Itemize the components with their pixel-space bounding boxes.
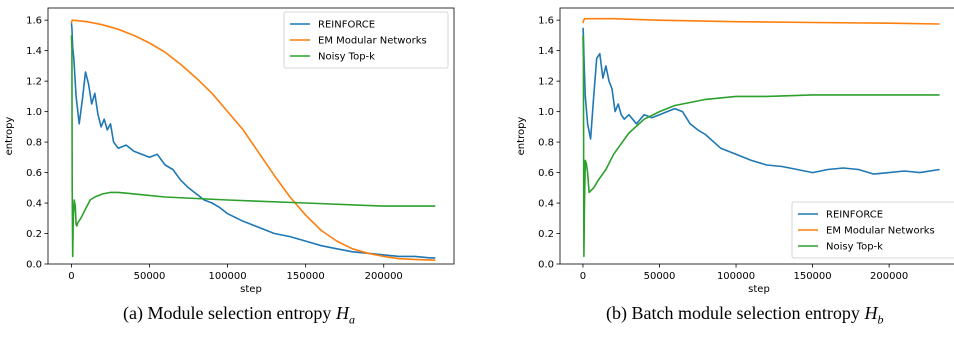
chart-panel-1: 0 50000 100000 150000 200000 0.0 0.2 0.4 0.6 0.8 1… — [516, 7, 954, 295]
caption-a: (a) Module selection entropy Ha — [123, 303, 355, 328]
caption-b-subscript: b — [877, 312, 884, 327]
x-axis-label: step — [748, 284, 770, 295]
legend-box — [283, 11, 449, 69]
y-tick-label: 0.0 — [538, 260, 554, 271]
legend: REINFORCE EM Modular Networks Noisy Top-k — [283, 11, 449, 69]
series-line-noisy-top-k — [582, 35, 940, 258]
legend-box — [791, 201, 954, 259]
y-tick-label: 1.4 — [26, 46, 42, 57]
x-tick-label: 150000 — [793, 271, 831, 282]
y-tick-label: 0.8 — [538, 138, 554, 149]
x-tick-label: 50000 — [134, 271, 166, 282]
legend-label: EM Modular Networks — [318, 36, 427, 47]
legend-label: EM Modular Networks — [826, 226, 935, 237]
y-tick-label: 0.4 — [538, 199, 554, 210]
series-group — [70, 19, 436, 261]
y-tick-label: 1.6 — [538, 16, 554, 27]
series-line-noisy-top-k — [70, 35, 436, 258]
caption-b: (b) Batch module selection entropy Hb — [606, 303, 883, 328]
y-tick-label: 0.6 — [538, 168, 554, 179]
y-tick-label: 0.2 — [538, 229, 554, 240]
x-tick-label: 200000 — [365, 271, 403, 282]
caption-a-subscript: a — [348, 312, 355, 327]
caption-a-text: (a) Module selection entropy — [123, 303, 332, 323]
y-tick-label: 0.2 — [26, 229, 42, 240]
y-tick-label: 0.6 — [26, 168, 42, 179]
y-axis-label: entropy — [516, 117, 527, 156]
series-line-reinforce — [70, 23, 436, 259]
series-line-em-modular-networks — [70, 19, 436, 261]
legend-label: Noisy Top-k — [826, 242, 883, 253]
series-line-reinforce — [582, 27, 940, 175]
x-tick-label: 200000 — [870, 271, 908, 282]
y-tick-label: 1.4 — [538, 46, 554, 57]
legend: REINFORCE EM Modular Networks Noisy Top-k — [791, 201, 954, 259]
charts-canvas: 0 50000 100000 150000 200000 0.0 0.2 0.4 0.6 0.8 1… — [4, 7, 954, 295]
plot-frame — [47, 7, 455, 265]
plot-frame — [559, 7, 954, 265]
series-group — [582, 17, 940, 258]
x-tick-label: 100000 — [208, 271, 246, 282]
chart-panel-0: 0 50000 100000 150000 200000 0.0 0.2 0.4 0.6 0.8 1… — [4, 7, 455, 295]
x-tick-label: 50000 — [644, 271, 676, 282]
y-tick-label: 0.0 — [26, 260, 42, 271]
y-tick-label: 0.8 — [26, 138, 42, 149]
x-tick-label: 100000 — [717, 271, 755, 282]
legend-label: REINFORCE — [826, 210, 883, 221]
legend-label: REINFORCE — [318, 20, 375, 31]
x-tick-label: 0 — [68, 271, 74, 282]
x-tick-label: 0 — [580, 271, 586, 282]
y-tick-label: 1.0 — [26, 107, 42, 118]
y-tick-label: 1.6 — [26, 16, 42, 27]
y-tick-label: 1.2 — [538, 77, 554, 88]
x-tick-label: 150000 — [287, 271, 325, 282]
y-tick-label: 1.0 — [538, 107, 554, 118]
x-axis-label: step — [240, 284, 262, 295]
caption-b-symbol: H — [864, 303, 878, 323]
series-line-em-modular-networks — [582, 17, 940, 25]
caption-b-text: (b) Batch module selection entropy — [606, 303, 860, 323]
caption-a-symbol: H — [335, 303, 349, 323]
legend-label: Noisy Top-k — [318, 52, 375, 63]
y-tick-label: 0.4 — [26, 199, 42, 210]
y-axis-label: entropy — [4, 117, 15, 156]
y-tick-label: 1.2 — [26, 77, 42, 88]
